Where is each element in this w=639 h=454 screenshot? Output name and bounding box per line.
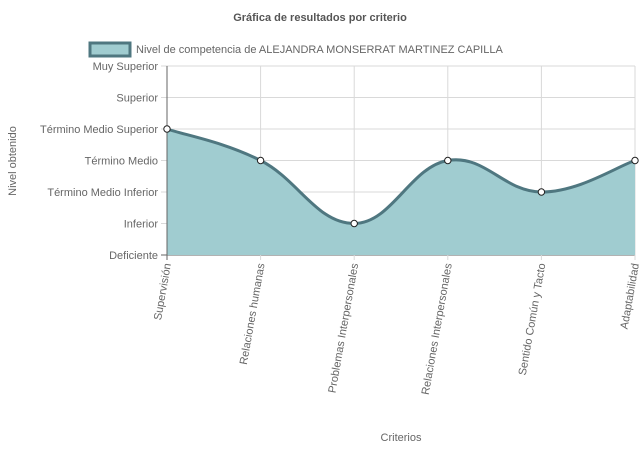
x-tick-label: Sentido Común y Tacto (517, 262, 549, 376)
legend-label: Nivel de competencia de ALEJANDRA MONSER… (136, 44, 503, 56)
data-point[interactable] (350, 219, 358, 228)
y-tick-labels: Deficiente Inferior Término Medio Inferior… (40, 61, 158, 262)
legend[interactable]: Nivel de competencia de ALEJANDRA MONSER… (88, 41, 503, 58)
y-tick-label: Muy Superior (93, 61, 159, 73)
x-axis-label: Criterios (381, 432, 422, 444)
x-tick-label: Adaptabilidad (619, 262, 639, 330)
x-tick-label: Relaciones Interpersonales (420, 262, 455, 396)
chart-title: Gráfica de resultados por criterio (233, 12, 407, 24)
legend-swatch (88, 41, 132, 58)
series-points[interactable] (163, 125, 639, 228)
x-tick-label: Relaciones humanas (238, 262, 268, 366)
y-axis-label: Nivel obtenido (7, 126, 19, 196)
y-tick-label: Término Medio Inferior (47, 187, 158, 199)
y-tick-label: Superior (116, 93, 158, 105)
x-tick-labels: Supervisión Relaciones humanas Problemas I… (152, 262, 639, 396)
x-tick-label: Problemas Interpersonales (327, 262, 362, 394)
series-area-fill (167, 129, 635, 255)
data-point[interactable] (537, 188, 546, 196)
y-tick-label: Término Medio (85, 156, 158, 168)
data-point[interactable] (163, 125, 171, 133)
y-tick-label: Término Medio Superior (40, 124, 158, 136)
data-point[interactable] (444, 156, 452, 165)
data-point[interactable] (631, 156, 639, 165)
x-tick-label: Supervisión (152, 262, 174, 321)
y-tick-label: Inferior (124, 219, 159, 231)
y-tick-label: Deficiente (109, 250, 158, 262)
data-point[interactable] (256, 156, 265, 165)
